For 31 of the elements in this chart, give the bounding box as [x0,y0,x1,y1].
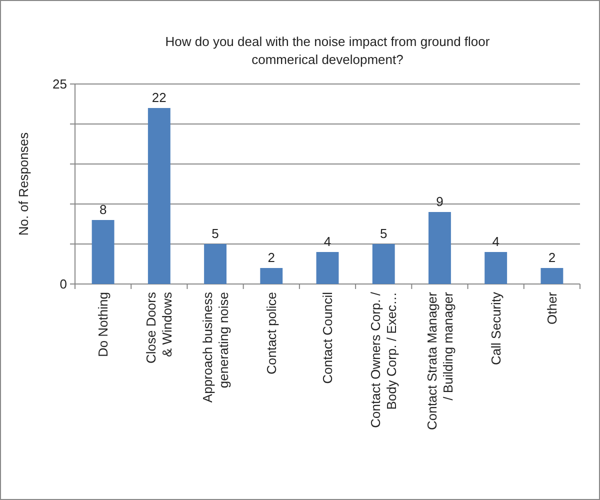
x-tick-label: Do Nothing [96,292,111,358]
x-tick-label: Contact Strata Manager / Building manager [424,291,456,430]
bar [204,244,226,284]
x-tick-label: Close Doors & Windows [144,292,175,364]
y-tick-label: 0 [60,276,67,292]
bar [428,212,451,284]
data-label: 4 [324,234,332,249]
x-tick-label: Approach business generating noise [200,292,231,403]
y-tick-label: 25 [52,76,67,92]
bar [260,268,283,284]
bar [148,108,170,284]
bar [92,220,114,284]
data-label: 2 [548,250,556,265]
data-label: 4 [492,234,500,249]
x-tick-label: Other [544,291,560,325]
bar [372,244,395,284]
data-label: 2 [268,250,276,265]
bar [316,252,339,284]
data-label: 5 [212,226,219,241]
x-tick-label: Contact police [264,292,279,374]
y-axis-title: No. of Responses [16,132,31,236]
data-label: 22 [152,90,166,105]
bar [540,268,564,284]
data-label: 8 [99,202,107,217]
x-tick-label: Contact Council [320,292,336,384]
x-tick-label: Contact Owners Corp. / Body Corp. / Exec… [368,292,400,428]
chart-title: How do you deal with the noise impact from ground floor commerical development? [165,34,490,67]
x-tick-label: Call Security [488,292,504,365]
data-label: 9 [436,194,444,209]
data-label: 5 [380,226,388,241]
bar [484,252,508,284]
